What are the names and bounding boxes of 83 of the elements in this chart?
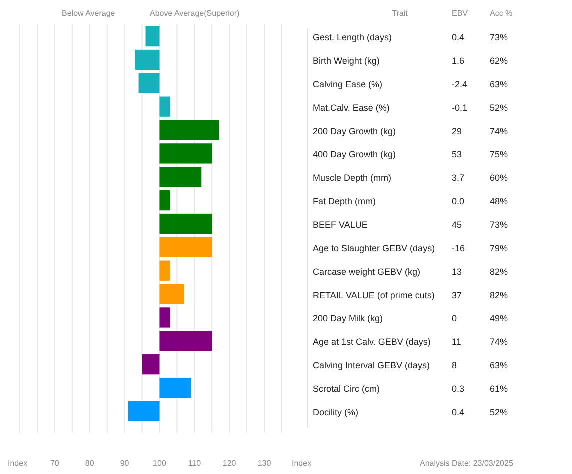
text: 29 <box>452 126 462 136</box>
bar <box>160 120 220 140</box>
text: Acc % <box>490 9 513 18</box>
text: 52% <box>490 407 508 418</box>
y-tick-label: Fat Depth (mm) <box>313 196 376 207</box>
text: 48% <box>490 196 508 207</box>
bar <box>160 167 202 188</box>
text: 45 <box>452 220 462 230</box>
y-tick-label: Age at 1st Calv. GEBV (days) <box>313 337 431 348</box>
bar <box>160 190 170 211</box>
y-tick-label: Muscle Depth (mm) <box>313 173 392 184</box>
text: 61% <box>490 384 508 394</box>
y-tick-label: Scrotal Circ (cm) <box>313 384 380 394</box>
y-tick-label: Carcase weight GEBV (kg) <box>313 266 421 277</box>
y-tick-label: RETAIL VALUE (of prime cuts) <box>313 290 435 300</box>
y-tick-label: Birth Weight (kg) <box>313 56 380 66</box>
text: Above Average(Superior) <box>150 9 240 18</box>
text: 8 <box>452 360 458 371</box>
y-tick-label: 400 Day Growth (kg) <box>313 150 396 160</box>
x-tick-label: 100 <box>153 459 167 468</box>
text: 53 <box>452 150 462 160</box>
text: 60% <box>490 173 508 184</box>
bar <box>128 401 160 422</box>
text: Analysis Date: 23/03/2025 <box>420 459 514 468</box>
bar <box>160 214 212 234</box>
text: 0.0 <box>452 196 465 207</box>
text: 52% <box>490 102 508 113</box>
text: 73% <box>490 32 508 43</box>
y-tick-label: Mat.Calv. Ease (%) <box>313 102 390 113</box>
x-axis-title: Index <box>292 459 312 468</box>
y-tick-label: 200 Day Milk (kg) <box>313 314 384 324</box>
text: 0.4 <box>452 407 465 418</box>
text: Below Average <box>62 9 116 18</box>
bar <box>160 378 192 398</box>
text: 3.7 <box>452 173 465 184</box>
x-tick-label: 80 <box>85 459 95 468</box>
bar <box>160 308 170 328</box>
text: 0.3 <box>452 384 465 394</box>
bar <box>138 73 160 94</box>
text: 79% <box>490 243 508 254</box>
text: 1.6 <box>452 56 465 66</box>
text: 82% <box>490 266 508 277</box>
text: 13 <box>452 266 462 277</box>
text: 63% <box>490 360 508 371</box>
y-tick-label: Calving Interval GEBV (days) <box>313 360 430 371</box>
text: -0.1 <box>452 102 468 113</box>
text: -2.4 <box>452 79 468 90</box>
text: Index <box>8 459 28 468</box>
text: 82% <box>490 290 508 300</box>
bar <box>160 144 212 164</box>
x-tick-label: 130 <box>258 459 272 468</box>
text: 49% <box>490 314 508 324</box>
y-tick-label: Gest. Length (days) <box>313 32 392 43</box>
text: 0.4 <box>452 32 465 43</box>
text: 73% <box>490 220 508 230</box>
bar <box>160 331 212 352</box>
y-tick-label: 200 Day Growth (kg) <box>313 126 396 136</box>
bar <box>160 284 184 304</box>
bar <box>135 50 160 70</box>
text: EBV <box>452 9 469 18</box>
y-tick-label: Calving Ease (%) <box>313 79 383 90</box>
bar <box>160 260 170 281</box>
text: 11 <box>452 337 462 348</box>
text: 63% <box>490 79 508 90</box>
text: 62% <box>490 56 508 66</box>
y-tick-label: Age to Slaughter GEBV (days) <box>313 243 436 254</box>
text: 0 <box>452 314 458 324</box>
bar <box>146 26 160 47</box>
bar <box>160 237 212 258</box>
text: 37 <box>452 290 462 300</box>
y-tick-label: Docility (%) <box>313 407 359 418</box>
x-tick-label: 110 <box>188 459 202 468</box>
bar <box>142 354 160 375</box>
y-tick-label: BEEF VALUE <box>313 220 368 230</box>
x-tick-label: 70 <box>50 459 60 468</box>
text: -16 <box>452 243 466 254</box>
bar <box>160 96 170 117</box>
text: 75% <box>490 150 508 160</box>
x-tick-label: 120 <box>222 459 237 468</box>
text: Trait <box>392 9 409 18</box>
x-tick-label: 90 <box>120 459 130 468</box>
text: 74% <box>490 337 508 348</box>
text: 74% <box>490 126 508 136</box>
